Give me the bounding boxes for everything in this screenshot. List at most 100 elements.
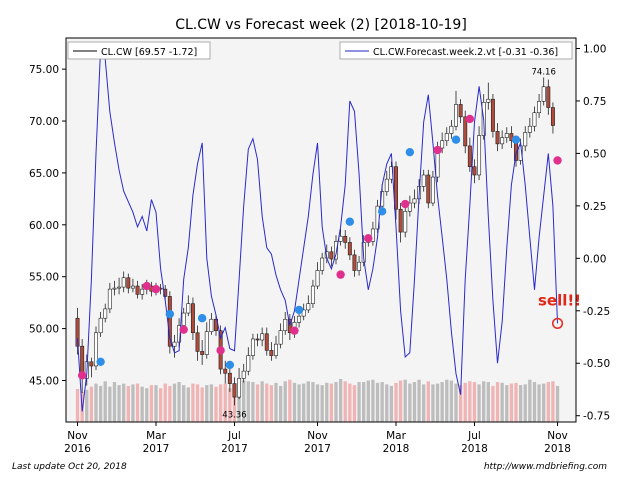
candle-body bbox=[334, 241, 338, 260]
volume-bar bbox=[154, 385, 158, 422]
right-axis-tick-label: 0.50 bbox=[583, 148, 606, 160]
candlesticks bbox=[75, 77, 555, 406]
sell-signal-dot bbox=[465, 114, 475, 124]
volume-bar bbox=[371, 379, 375, 422]
volume-bar bbox=[357, 382, 361, 422]
right-axis-tick-label: -0.75 bbox=[583, 411, 610, 423]
volume-bar bbox=[172, 383, 177, 422]
candle-body bbox=[347, 242, 352, 256]
volume-bar bbox=[458, 385, 463, 422]
candle-body bbox=[126, 277, 131, 289]
candle-body bbox=[421, 174, 426, 187]
candle-body bbox=[89, 361, 94, 367]
candle-body bbox=[412, 198, 417, 204]
volume-bars bbox=[75, 378, 560, 422]
volume-bar bbox=[297, 384, 301, 422]
candle-body bbox=[343, 235, 348, 243]
volume-bar bbox=[117, 385, 121, 422]
x-axis-tick-month: Jul bbox=[227, 430, 241, 442]
sell-signal-dot bbox=[77, 371, 87, 380]
candle-body bbox=[449, 125, 454, 134]
volume-bar bbox=[163, 383, 167, 422]
candle-body bbox=[550, 107, 555, 126]
volume-bar bbox=[486, 382, 490, 422]
left-axis-tick-label: 45.00 bbox=[29, 375, 59, 387]
candle-body bbox=[107, 288, 112, 310]
volume-bar bbox=[334, 382, 338, 422]
candle-body bbox=[237, 378, 242, 398]
volume-bar bbox=[500, 382, 504, 422]
volume-bar bbox=[385, 384, 389, 422]
volume-bar bbox=[218, 384, 223, 422]
candle-body bbox=[315, 270, 320, 287]
volume-bar bbox=[403, 379, 407, 422]
annotations: 74.16 43.36 sell!! bbox=[222, 67, 581, 420]
candle-body bbox=[310, 285, 315, 304]
candle-body bbox=[246, 355, 251, 372]
candle-body bbox=[444, 133, 449, 142]
candle-body bbox=[463, 116, 468, 147]
left-axis-tick-label: 75.00 bbox=[29, 64, 59, 76]
sell-signal-dot bbox=[553, 156, 562, 165]
volume-bar bbox=[260, 381, 264, 422]
volume-bar bbox=[362, 382, 366, 422]
forecast-line bbox=[77, 48, 558, 412]
volume-bar bbox=[103, 381, 107, 422]
candle-body bbox=[384, 178, 389, 192]
x-axis-tick-year: 2017 bbox=[143, 443, 170, 455]
candle-body bbox=[232, 383, 237, 398]
candle-body bbox=[426, 174, 431, 204]
axes: 45.00 50.00 55.00 60.00 65.00 70.00 75.00 -0.75… bbox=[29, 37, 610, 455]
volume-bar bbox=[237, 382, 241, 422]
sell-signal-dot bbox=[336, 270, 345, 279]
volume-bar bbox=[168, 385, 172, 422]
volume-bar bbox=[311, 382, 315, 422]
right-axis-tick-label: 0.25 bbox=[583, 201, 606, 213]
volume-bar bbox=[223, 383, 227, 422]
sell-signal-dot bbox=[401, 199, 410, 209]
legend-right-box bbox=[339, 41, 573, 60]
plot-background bbox=[66, 38, 576, 422]
legend-left: CL.CW [69.57 -1.72] bbox=[67, 41, 211, 60]
legend-left-label: CL.CW [69.57 -1.72] bbox=[101, 47, 197, 58]
volume-bar bbox=[75, 388, 80, 422]
volume-bar bbox=[214, 386, 218, 422]
volume-bar bbox=[145, 388, 149, 422]
volume-bar bbox=[98, 385, 103, 422]
candle-body bbox=[163, 288, 168, 297]
current-sell-marker bbox=[551, 317, 564, 329]
sell-signal-dot bbox=[290, 326, 299, 335]
candle-body bbox=[486, 98, 491, 103]
candle-body bbox=[301, 309, 306, 317]
candle-body bbox=[255, 338, 260, 341]
volume-bar bbox=[505, 385, 509, 422]
buy-signal-dot bbox=[451, 135, 461, 144]
candle-body bbox=[250, 338, 255, 356]
volume-bar bbox=[532, 382, 537, 422]
volume-bar bbox=[389, 385, 394, 422]
volume-bar bbox=[177, 382, 181, 422]
buy-signal-dot bbox=[165, 309, 175, 319]
candle-body bbox=[200, 351, 205, 355]
volume-bar bbox=[422, 384, 426, 422]
candle-body bbox=[500, 137, 505, 145]
volume-bar bbox=[302, 383, 306, 422]
right-axis-tick-label: -0.25 bbox=[583, 306, 610, 318]
volume-bar bbox=[472, 382, 477, 422]
candle-body bbox=[223, 368, 228, 374]
candle-body bbox=[135, 285, 140, 295]
volume-bar bbox=[251, 382, 255, 422]
volume-bar bbox=[435, 383, 440, 422]
volume-bar bbox=[412, 382, 417, 422]
volume-bar bbox=[182, 385, 186, 422]
volume-bar bbox=[274, 382, 278, 422]
candle-body bbox=[320, 257, 325, 271]
x-axis-tick-year: 2018 bbox=[383, 443, 410, 455]
volume-bar bbox=[94, 383, 98, 422]
left-axis-tick-label: 65.00 bbox=[29, 168, 59, 180]
volume-bar bbox=[352, 385, 357, 422]
volume-bar bbox=[555, 385, 560, 422]
volume-bar bbox=[408, 383, 412, 422]
buy-signal-dot bbox=[405, 147, 415, 157]
volume-bar bbox=[255, 384, 260, 422]
